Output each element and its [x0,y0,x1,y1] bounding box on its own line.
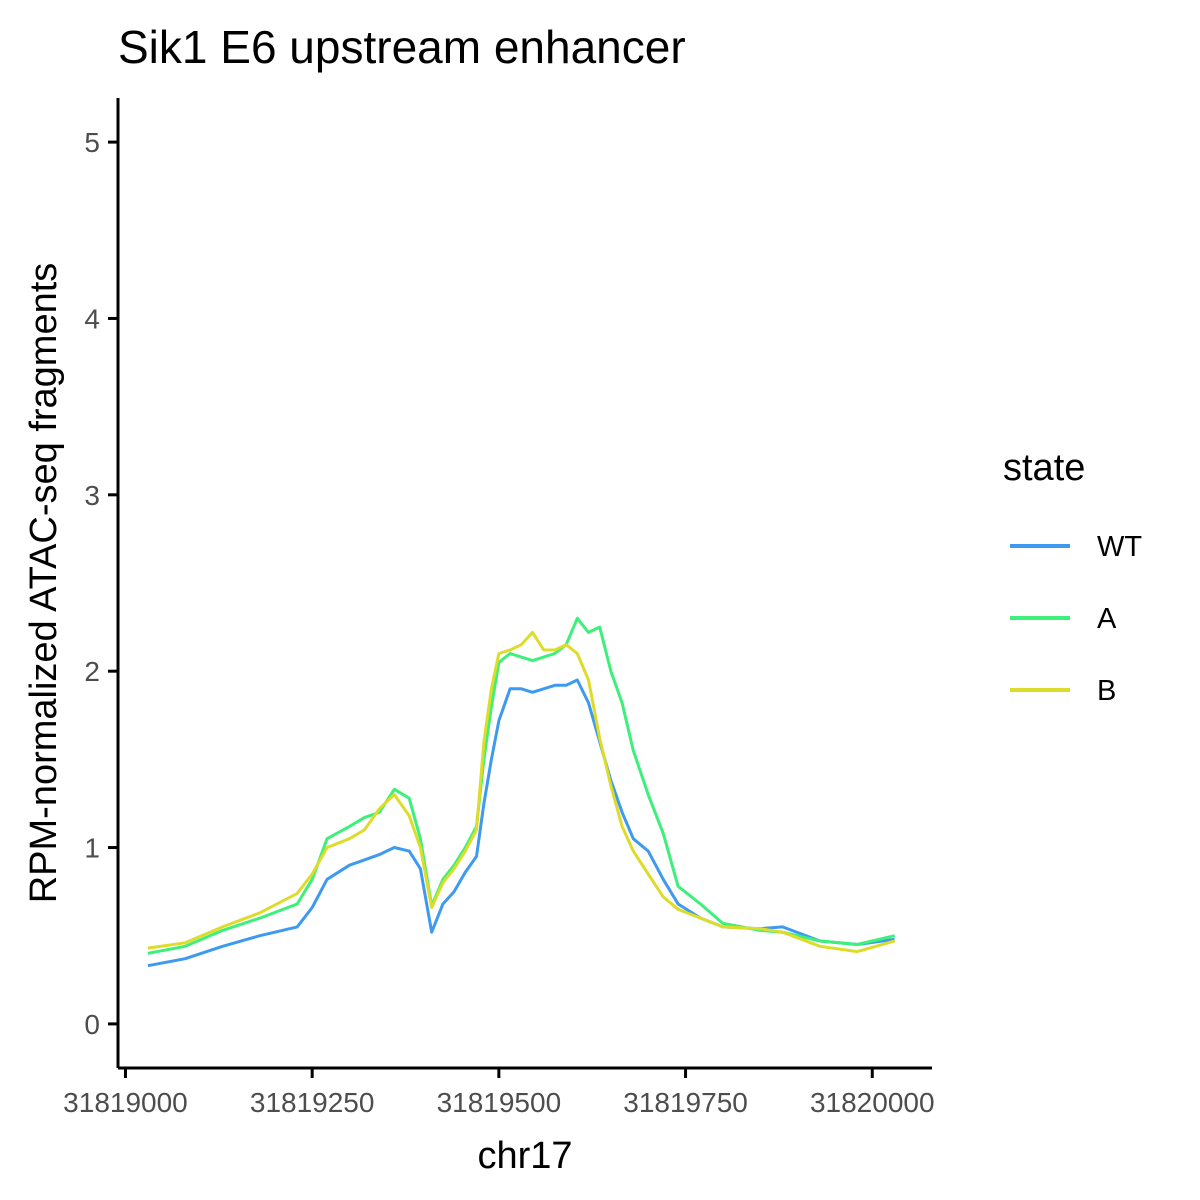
series-line-b [147,630,896,954]
x-tick-label: 31819000 [63,1087,188,1118]
y-tick-label: 0 [84,1009,100,1040]
x-tick-label: 31819250 [250,1087,375,1118]
x-axis-title: chr17 [477,1135,572,1177]
y-axis-title: RPM-normalized ATAC-seq fragments [23,263,65,904]
x-axis-ticks: 31819000 31819250 31819500 31819750 31820000 [63,1068,935,1118]
y-axis-ticks: 0 1 2 3 4 5 [84,127,118,1040]
y-tick-label: 5 [84,127,100,158]
series-layer [147,616,896,968]
legend-label-b: B [1097,675,1116,707]
y-tick-label: 4 [84,303,100,334]
legend: state WT A B [1003,447,1142,707]
legend-items: WT A B [1010,531,1142,707]
y-tick-label: 2 [84,656,100,687]
series-line-wt [147,678,895,968]
legend-label-wt: WT [1097,531,1142,563]
series-line-a [147,616,896,955]
x-tick-label: 31819500 [437,1087,562,1118]
y-tick-label: 3 [84,480,100,511]
legend-title: state [1003,447,1085,489]
chart-title: Sik1 E6 upstream enhancer [118,21,686,73]
y-tick-label: 1 [84,833,100,864]
x-tick-label: 31819750 [623,1087,748,1118]
x-tick-label: 31820000 [810,1087,935,1118]
legend-label-a: A [1097,603,1117,635]
